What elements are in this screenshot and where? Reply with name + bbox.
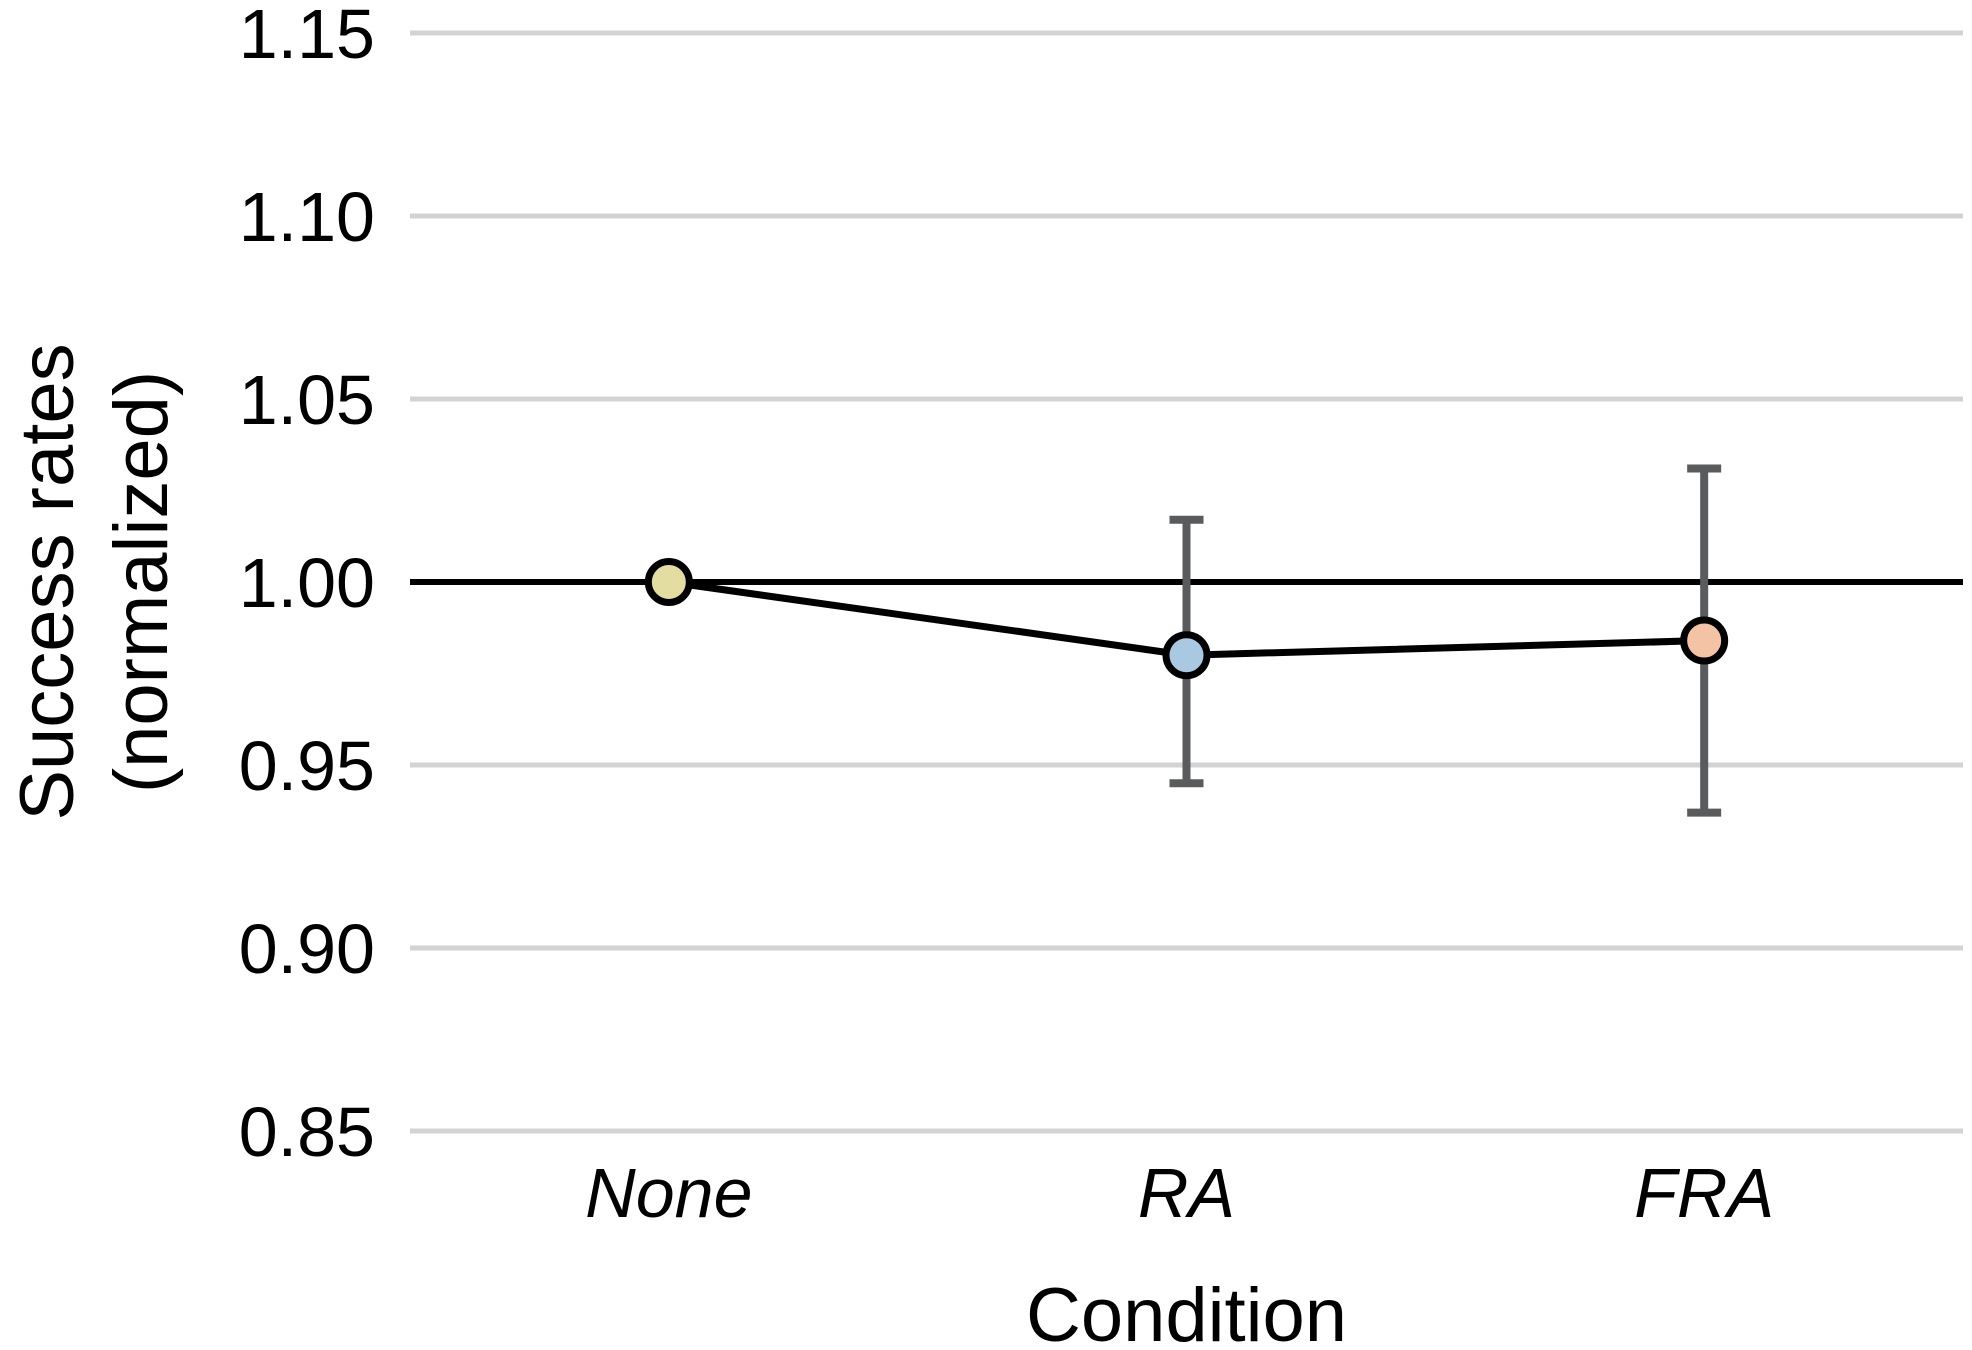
x-axis-title: Condition [1025,1273,1348,1350]
y-tick-label: 1.15 [239,0,375,73]
y-axis-title-line1: Success rates [5,343,90,821]
y-tick-label: 1.00 [239,544,375,622]
y-tick-label: 0.90 [239,910,375,988]
y-tick-label: 1.10 [239,178,375,256]
y-tick-label: 0.95 [239,727,375,805]
y-tick-label: 1.05 [239,361,375,439]
y-axis-title-line2: (normalized) [99,370,184,794]
y-tick-label: 0.85 [239,1093,375,1171]
data-point-none [644,558,693,606]
x-tick-label: None [585,1154,752,1232]
data-point-fra [1680,616,1729,665]
x-tick-label: FRA [1634,1154,1774,1232]
y-axis-title: Success rates (normalized) [1,343,189,820]
data-point-ra [1162,631,1211,680]
x-tick-label: RA [1138,1154,1235,1232]
